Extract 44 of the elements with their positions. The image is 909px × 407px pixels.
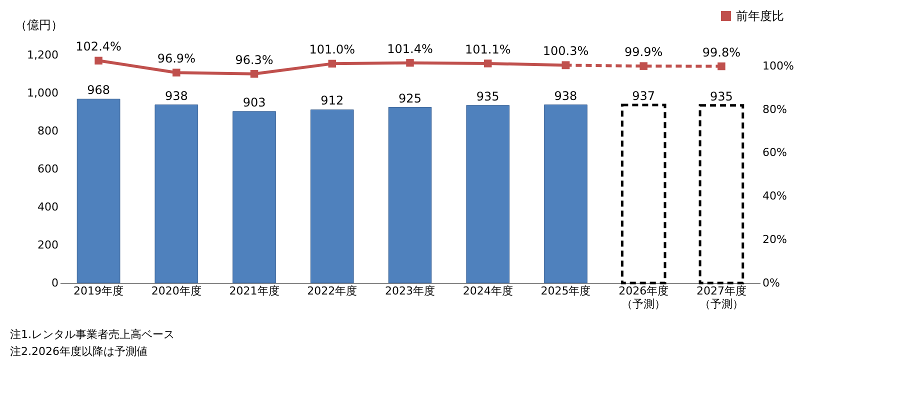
- y2-tick-label: 0%: [762, 276, 780, 290]
- legend-label: 前年度比: [736, 9, 784, 23]
- text: 注2.2026年度以降は予測値: [10, 345, 148, 358]
- data-label: 101.0%: [309, 42, 356, 57]
- x-tick-label: 2020年度: [151, 284, 202, 298]
- data-label: 101.1%: [464, 42, 511, 56]
- y-tick-label: 1,200: [27, 48, 58, 62]
- data-label: 100.3%: [542, 44, 589, 58]
- text: 注1.レンタル事業者売上高ベース: [10, 328, 174, 341]
- x-tick-label: 2019年度: [74, 284, 124, 298]
- y-tick-label: 200: [38, 238, 58, 252]
- data-label: 925: [398, 91, 422, 106]
- data-label: 903: [242, 95, 266, 110]
- x-tick-label: 2024年度: [462, 284, 513, 298]
- y-tick-label: 800: [38, 124, 58, 138]
- data-label: 102.4%: [76, 40, 122, 54]
- y-tick-label: 1,000: [27, 86, 58, 100]
- y2-tick-label: 40%: [762, 190, 787, 203]
- data-label: 99.8%: [702, 45, 741, 60]
- data-label: 935: [476, 89, 500, 104]
- data-label: 968: [87, 83, 110, 98]
- x-tick-label: 2023年度: [385, 284, 435, 298]
- data-label: 96.9%: [157, 52, 196, 66]
- data-label: 99.9%: [624, 45, 663, 60]
- y-tick-label: 400: [38, 200, 58, 214]
- y-axis-title: （億円）: [15, 18, 63, 32]
- y2-tick-label: 80%: [762, 102, 787, 116]
- data-label: 101.4%: [387, 42, 433, 56]
- data-label: 938: [554, 88, 578, 103]
- x-tick-label: 2025年度: [540, 284, 591, 298]
- y2-tick-label: 100%: [762, 59, 794, 72]
- y-tick-label: 600: [38, 162, 58, 176]
- x-tick-label: 2026年度（予測）: [618, 284, 669, 310]
- y-tick-label: 0: [52, 276, 58, 290]
- x-tick-label: 2022年度: [307, 284, 358, 298]
- data-label: 937: [632, 88, 656, 103]
- x-tick-label: 2021年度: [229, 284, 280, 298]
- data-label: 935: [710, 89, 733, 104]
- y2-tick-label: 20%: [762, 233, 787, 246]
- data-label: 938: [164, 88, 188, 103]
- data-label: 912: [320, 94, 344, 108]
- y2-tick-label: 60%: [762, 146, 787, 160]
- x-tick-label: 2027年度（予測）: [696, 284, 746, 310]
- data-label: 96.3%: [235, 52, 274, 67]
